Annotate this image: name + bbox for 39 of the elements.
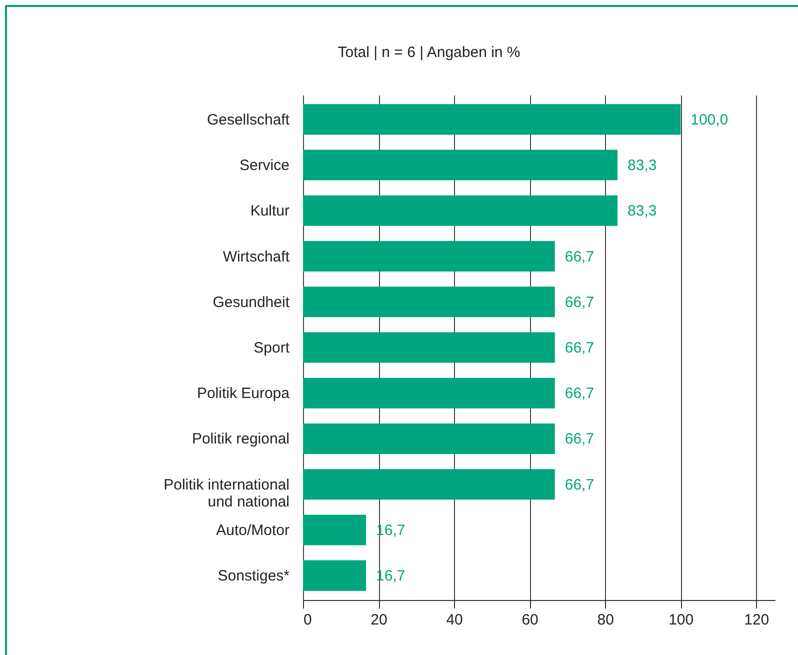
bar xyxy=(303,286,555,318)
data-label: 66,7 xyxy=(564,385,594,402)
bar xyxy=(303,104,681,135)
x-tick-label: 20 xyxy=(370,612,388,628)
data-label: 66,7 xyxy=(564,430,594,448)
y-tick-label: Service xyxy=(239,157,290,174)
y-tick-label: Wirtschaft xyxy=(222,248,290,266)
data-label: 83,3 xyxy=(628,202,657,220)
chart-title: Total | n = 6 | Angaben in % xyxy=(338,44,520,61)
bar xyxy=(303,195,618,226)
x-tick-label: 80 xyxy=(597,612,614,628)
data-label: 66,7 xyxy=(564,294,594,311)
bar xyxy=(303,378,555,408)
bar xyxy=(303,423,555,454)
y-tick-label: Politik international und national xyxy=(164,476,290,510)
data-label: 66,7 xyxy=(564,248,594,266)
y-tick-label: Politik Europa xyxy=(196,385,290,402)
bar xyxy=(303,150,618,180)
bar xyxy=(303,240,555,272)
y-tick-label: Gesellschaft xyxy=(206,111,290,128)
bar xyxy=(303,560,366,591)
x-tick-label: 0 xyxy=(304,612,312,628)
data-label: 83,3 xyxy=(628,157,657,174)
y-tick-label: Auto/Motor xyxy=(216,522,290,539)
y-tick-label: Gesundheit xyxy=(212,294,290,311)
x-tick-label: 120 xyxy=(744,612,770,628)
data-label: 66,7 xyxy=(564,340,594,356)
x-tick-label: 40 xyxy=(446,612,463,628)
bar xyxy=(303,469,555,500)
data-label: 66,7 xyxy=(564,476,594,494)
y-tick-label: Sport xyxy=(254,340,290,356)
y-tick-label: Sonstiges* xyxy=(218,568,290,585)
y-tick-label: Politik regional xyxy=(192,430,290,448)
data-label: 100,0 xyxy=(690,111,728,128)
bar xyxy=(303,514,366,546)
y-tick-label: Kultur xyxy=(250,202,290,220)
x-tick-label: 100 xyxy=(668,612,694,628)
x-tick-label: 60 xyxy=(522,612,538,628)
bar xyxy=(303,332,555,363)
